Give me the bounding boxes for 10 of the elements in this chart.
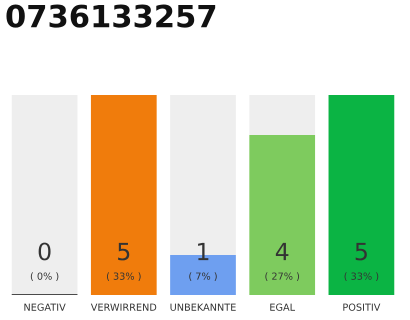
data-label: 5 ( 33% ) <box>106 242 141 281</box>
x-tick-label: POSITIV <box>343 304 380 311</box>
x-tick-label: EGAL <box>270 304 296 311</box>
x-tick-label: UNBEKANNTE <box>170 304 236 311</box>
x-tick-label: VERWIRREND <box>90 304 156 311</box>
data-label: 4 ( 27% ) <box>265 242 300 281</box>
data-label: 0 ( 0% ) <box>30 242 58 281</box>
chart-title: 0736133257 <box>6 4 216 28</box>
x-tick-label: NEGATIV <box>24 304 66 311</box>
data-label: 5 ( 33% ) <box>344 242 378 281</box>
